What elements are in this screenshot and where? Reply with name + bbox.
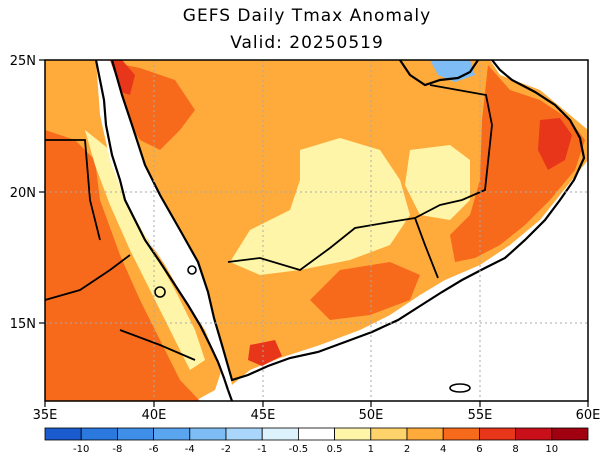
colorbar-swatch [117, 427, 155, 441]
colorbar-level-label: 4 [440, 444, 446, 455]
field-central-yellow [230, 138, 410, 275]
colorbar-level-label: -2 [221, 444, 231, 455]
colorbar-swatch [261, 427, 299, 441]
colorbar-swatch [297, 427, 335, 441]
plot-frame [44, 59, 589, 402]
island-dahlak [154, 286, 166, 298]
colorbar-level-label: 8 [512, 444, 518, 455]
lat-label-15: 15N [10, 317, 36, 332]
field-oman-hot [450, 65, 585, 262]
graticule [45, 60, 588, 401]
gulf-coast [399, 60, 479, 87]
field-hotspot-yemen [248, 340, 282, 366]
border-ethiopia [44, 254, 131, 301]
islands [154, 265, 471, 393]
colorbar-swatch [44, 427, 82, 441]
colorbar-swatch [334, 427, 372, 441]
lon-label-60: 60E [576, 408, 601, 423]
field-hotspot-oman [538, 118, 572, 170]
field-redsea-yellow [85, 130, 205, 370]
map-title: GEFS Daily Tmax Anomaly [182, 6, 432, 26]
red-sea [96, 60, 232, 386]
anomaly-field [45, 60, 588, 401]
lat-label-25: 25N [10, 54, 36, 69]
colorbar-level-label: -6 [149, 444, 159, 455]
somalia-coast [226, 389, 234, 401]
colorbar-swatch [80, 427, 118, 441]
map-subtitle: Valid: 20250519 [230, 33, 384, 53]
field-africa-hot [45, 130, 200, 401]
colorbar-level-label: 1 [368, 444, 374, 455]
field-gulf-cool [430, 60, 475, 82]
colorbar-swatch [478, 427, 516, 441]
lon-label-35: 35E [33, 408, 58, 423]
borders [44, 84, 493, 361]
coastlines [94, 60, 586, 401]
colorbar: -10 -8 -6 -4 -2 -1 -0.5 0.5 1 2 4 6 8 10 [44, 427, 589, 455]
field-south-hot [310, 262, 420, 320]
colorbar-level-label: 2 [404, 444, 410, 455]
colorbar-swatch [551, 427, 589, 441]
colorbar-level-label: -0.5 [289, 444, 309, 455]
colorbar-swatch [515, 427, 553, 441]
lon-label-50: 50E [359, 408, 384, 423]
border-yemen-oman [414, 217, 439, 279]
tick-marks [39, 59, 589, 407]
colorbar-level-label: 0.5 [327, 444, 343, 455]
colorbar-swatch [189, 427, 227, 441]
lat-label-20: 20N [10, 186, 36, 201]
colorbar-level-label: -1 [257, 444, 267, 455]
colorbar-swatch [153, 427, 191, 441]
colorbar-swatch [225, 427, 263, 441]
colorbar-swatch [370, 427, 408, 441]
colorbar-level-label: -4 [185, 444, 195, 455]
island-socotra [449, 383, 471, 393]
colorbar-level-label: -10 [73, 444, 89, 455]
arabian-sea [232, 170, 588, 401]
lon-label-55: 55E [468, 408, 493, 423]
colorbar-level-label: 10 [545, 444, 558, 455]
lon-label-40: 40E [142, 408, 167, 423]
africa-coast [94, 60, 230, 391]
arabia-coast [110, 60, 586, 382]
colorbar-swatch [406, 427, 444, 441]
colorbar-swatch [442, 427, 480, 441]
colorbar-level-label: 6 [476, 444, 482, 455]
lon-label-45: 45E [251, 408, 276, 423]
border-horn [119, 329, 196, 361]
border-sudan-eritrea [45, 139, 101, 241]
island-farasan [187, 265, 197, 275]
colorbar-level-label: -8 [112, 444, 122, 455]
gulf-of-aden [225, 362, 330, 401]
